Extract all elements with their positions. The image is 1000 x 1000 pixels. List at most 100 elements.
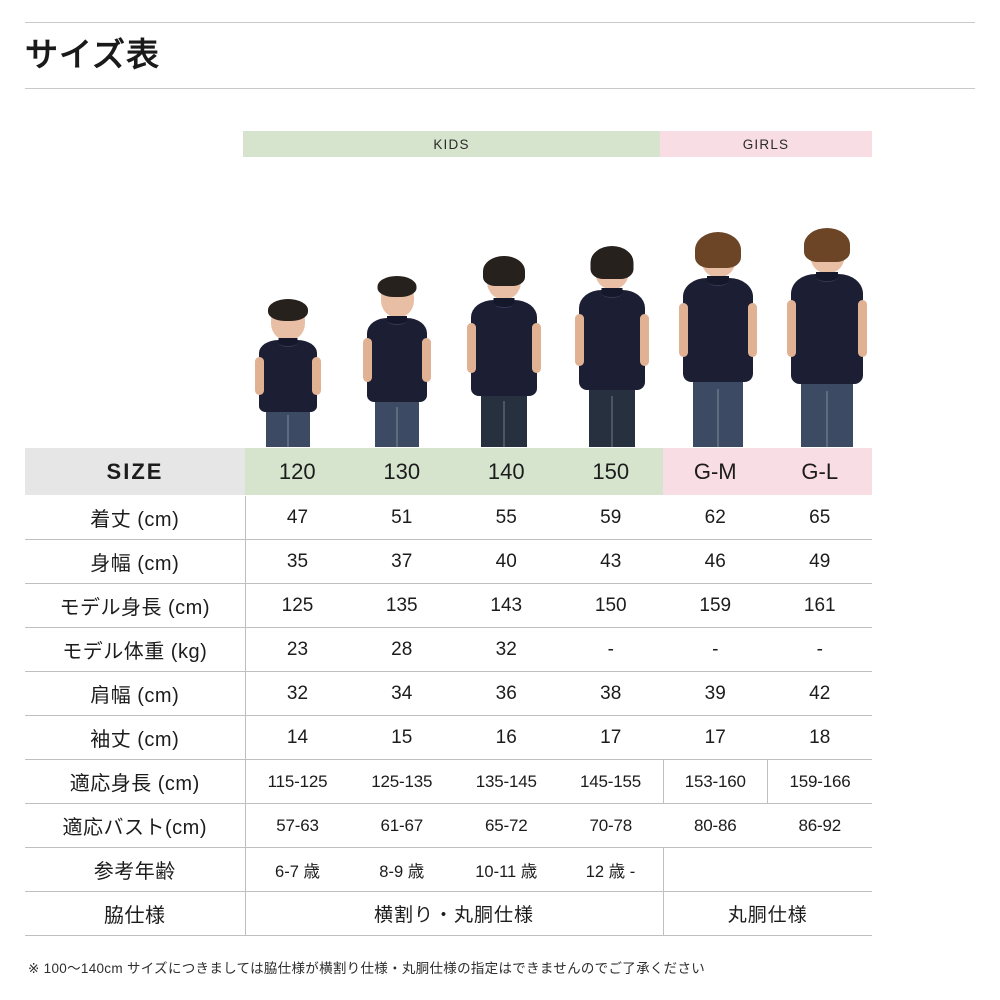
model-figure-gl [787, 228, 867, 447]
row-cell [663, 847, 768, 892]
row-label: 参考年齢 [25, 847, 246, 892]
row-cell [767, 847, 872, 892]
row-cell: 55 [454, 495, 559, 540]
row-cell: 35 [245, 539, 350, 584]
row-cell: 61-67 [349, 803, 454, 848]
row-label: 着丈 (cm) [25, 495, 246, 540]
model-photo-strip [243, 215, 872, 447]
category-band-girls: GIRLS [660, 131, 872, 157]
header-col-4: G-M [663, 447, 768, 496]
row-cell: 159-166 [767, 759, 872, 804]
row-cell: 18 [767, 715, 872, 760]
row-cell: 32 [454, 627, 559, 672]
row-cell: 10-11 歳 [454, 847, 559, 892]
row-cell: 125 [245, 583, 350, 628]
model-figure-130 [363, 276, 431, 447]
row-cell: 34 [349, 671, 454, 716]
category-band-kids-label: KIDS [433, 136, 470, 152]
row-cell: 51 [349, 495, 454, 540]
table-row-model-height: モデル身長 (cm) 125 135 143 150 159 161 [25, 583, 872, 628]
row-cell: 14 [245, 715, 350, 760]
title-rule-bottom [25, 88, 975, 89]
row-cell: 115-125 [245, 759, 350, 804]
table-row-sodetake: 袖丈 (cm) 14 15 16 17 17 18 [25, 715, 872, 760]
row-cell: 40 [454, 539, 559, 584]
row-label: 肩幅 (cm) [25, 671, 246, 716]
row-label: 脇仕様 [25, 891, 246, 936]
row-cell: 39 [663, 671, 768, 716]
table-row-kitake: 着丈 (cm) 47 51 55 59 62 65 [25, 495, 872, 540]
row-cell: 36 [454, 671, 559, 716]
row-cell: - [558, 627, 663, 672]
row-cell: 86-92 [767, 803, 872, 848]
row-cell: 161 [767, 583, 872, 628]
header-col-3: 150 [558, 447, 663, 496]
row-cell: 65-72 [454, 803, 559, 848]
model-figure-140 [467, 256, 541, 447]
row-cell: 62 [663, 495, 768, 540]
row-cell: 80-86 [663, 803, 768, 848]
table-row-fit-height: 適応身長 (cm) 115-125 125-135 135-145 145-15… [25, 759, 872, 804]
row-cell: 125-135 [349, 759, 454, 804]
row-cell: 65 [767, 495, 872, 540]
row-cell: 46 [663, 539, 768, 584]
title-rule-top [25, 22, 975, 23]
row-cell: 23 [245, 627, 350, 672]
category-band-girls-label: GIRLS [742, 136, 790, 152]
row-cell: - [767, 627, 872, 672]
row-cell: 17 [663, 715, 768, 760]
row-cell: 28 [349, 627, 454, 672]
row-cell: 15 [349, 715, 454, 760]
row-cell: 12 歳 - [558, 847, 664, 892]
row-cell: 6-7 歳 [245, 847, 350, 892]
row-cell: 150 [558, 583, 663, 628]
model-figure-120 [255, 299, 321, 447]
row-cell: 43 [558, 539, 663, 584]
row-cell: 17 [558, 715, 663, 760]
row-label: 袖丈 (cm) [25, 715, 246, 760]
row-cell: 145-155 [558, 759, 663, 804]
table-row-katahaba: 肩幅 (cm) 32 34 36 38 39 42 [25, 671, 872, 716]
row-label: 適応身長 (cm) [25, 759, 246, 804]
header-col-0: 120 [245, 447, 350, 496]
table-row-fit-bust: 適応バスト(cm) 57-63 61-67 65-72 70-78 80-86 … [25, 803, 872, 848]
row-cell: 37 [349, 539, 454, 584]
header-col-1: 130 [349, 447, 454, 496]
row-cell: 49 [767, 539, 872, 584]
table-row-model-weight: モデル体重 (kg) 23 28 32 - - - [25, 627, 872, 672]
row-cell: 32 [245, 671, 350, 716]
row-label: 適応バスト(cm) [25, 803, 246, 848]
row-cell: 8-9 歳 [349, 847, 454, 892]
size-table: SIZE 120 130 140 150 G-M G-L 着丈 (cm) 47 … [25, 447, 872, 936]
row-cell: - [663, 627, 768, 672]
row-label: モデル身長 (cm) [25, 583, 246, 628]
header-col-5: G-L [767, 447, 872, 496]
table-row-mihaba: 身幅 (cm) 35 37 40 43 46 49 [25, 539, 872, 584]
row-cell: 16 [454, 715, 559, 760]
footnote: ※ 100〜140cm サイズにつきましては脇仕様が横割り仕様・丸胴仕様の指定は… [28, 961, 706, 976]
table-header-row: SIZE 120 130 140 150 G-M G-L [25, 447, 872, 496]
row-cell: 38 [558, 671, 663, 716]
row-cell: 159 [663, 583, 768, 628]
row-cell: 70-78 [558, 803, 663, 848]
row-cell: 47 [245, 495, 350, 540]
page-title: サイズ表 [25, 36, 161, 73]
row-cell: 153-160 [662, 759, 768, 804]
header-col-2: 140 [454, 447, 559, 496]
row-cell: 42 [767, 671, 872, 716]
row-cell: 59 [558, 495, 663, 540]
row-label: モデル体重 (kg) [25, 627, 246, 672]
header-size-label: SIZE [25, 447, 245, 496]
row-label: 身幅 (cm) [25, 539, 246, 584]
row-cell: 135 [349, 583, 454, 628]
row-cell-kids-spec: 横割り・丸胴仕様 [245, 891, 664, 936]
category-band-kids: KIDS [243, 131, 660, 157]
row-cell: 143 [454, 583, 559, 628]
row-cell: 57-63 [245, 803, 350, 848]
table-row-side-spec: 脇仕様 横割り・丸胴仕様 丸胴仕様 [25, 891, 872, 936]
row-cell-girls-spec: 丸胴仕様 [663, 891, 872, 936]
model-figure-150 [575, 246, 649, 447]
table-row-reference-age: 参考年齢 6-7 歳 8-9 歳 10-11 歳 12 歳 - [25, 847, 872, 892]
model-figure-gm [679, 232, 757, 447]
